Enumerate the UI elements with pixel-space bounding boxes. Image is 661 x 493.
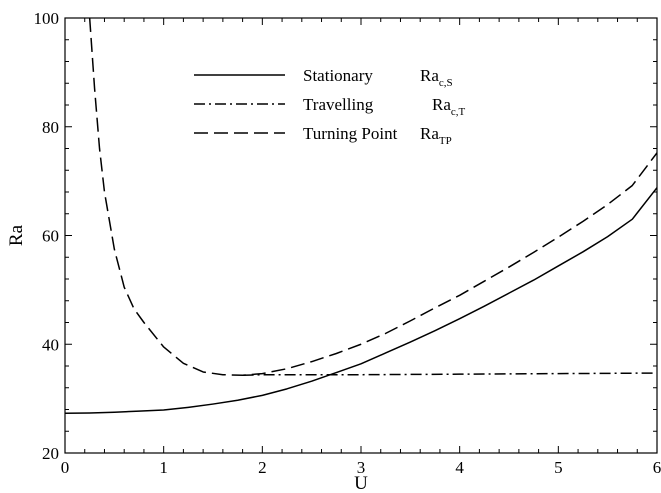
legend-symbol-subscript: TP (439, 135, 452, 147)
axis-tick-labels: 0 1 2 3 4 5 6 20 40 60 80 100 (34, 9, 661, 477)
x-tick-label: 6 (653, 458, 661, 477)
legend-symbol: RaTP (420, 124, 452, 147)
legend-symbol-subscript: c,T (451, 106, 466, 118)
x-tick-label: 1 (159, 458, 168, 477)
legend-label: Travelling (303, 95, 374, 114)
legend-symbol: Rac,T (432, 95, 466, 118)
legend-label: Turning Point (303, 124, 398, 143)
x-tick-label: 0 (61, 458, 70, 477)
legend-label: Stationary (303, 66, 373, 85)
x-axis-title: U (354, 473, 368, 493)
series-line-stationary (65, 187, 657, 415)
y-axis-title: Ra (6, 224, 27, 246)
x-tick-label: 2 (258, 458, 267, 477)
y-tick-label: 80 (42, 118, 59, 137)
legend-symbol-subscript: c,S (439, 77, 453, 89)
axis-ticks (64, 17, 658, 454)
legend-symbol: Rac,S (420, 66, 453, 89)
y-tick-label: 100 (34, 9, 60, 28)
series-line-turning-point (88, 18, 657, 376)
series-line-travelling (242, 372, 657, 376)
x-tick-label: 5 (554, 458, 563, 477)
x-tick-label: 4 (455, 458, 464, 477)
series-layer (65, 18, 657, 415)
x-tick-label: 3 (357, 458, 366, 477)
y-tick-label: 40 (42, 335, 59, 354)
y-tick-label: 60 (42, 227, 59, 246)
y-tick-label: 20 (42, 444, 59, 463)
legend: Stationary Rac,S Travelling Rac,T Turning Po… (194, 66, 466, 147)
